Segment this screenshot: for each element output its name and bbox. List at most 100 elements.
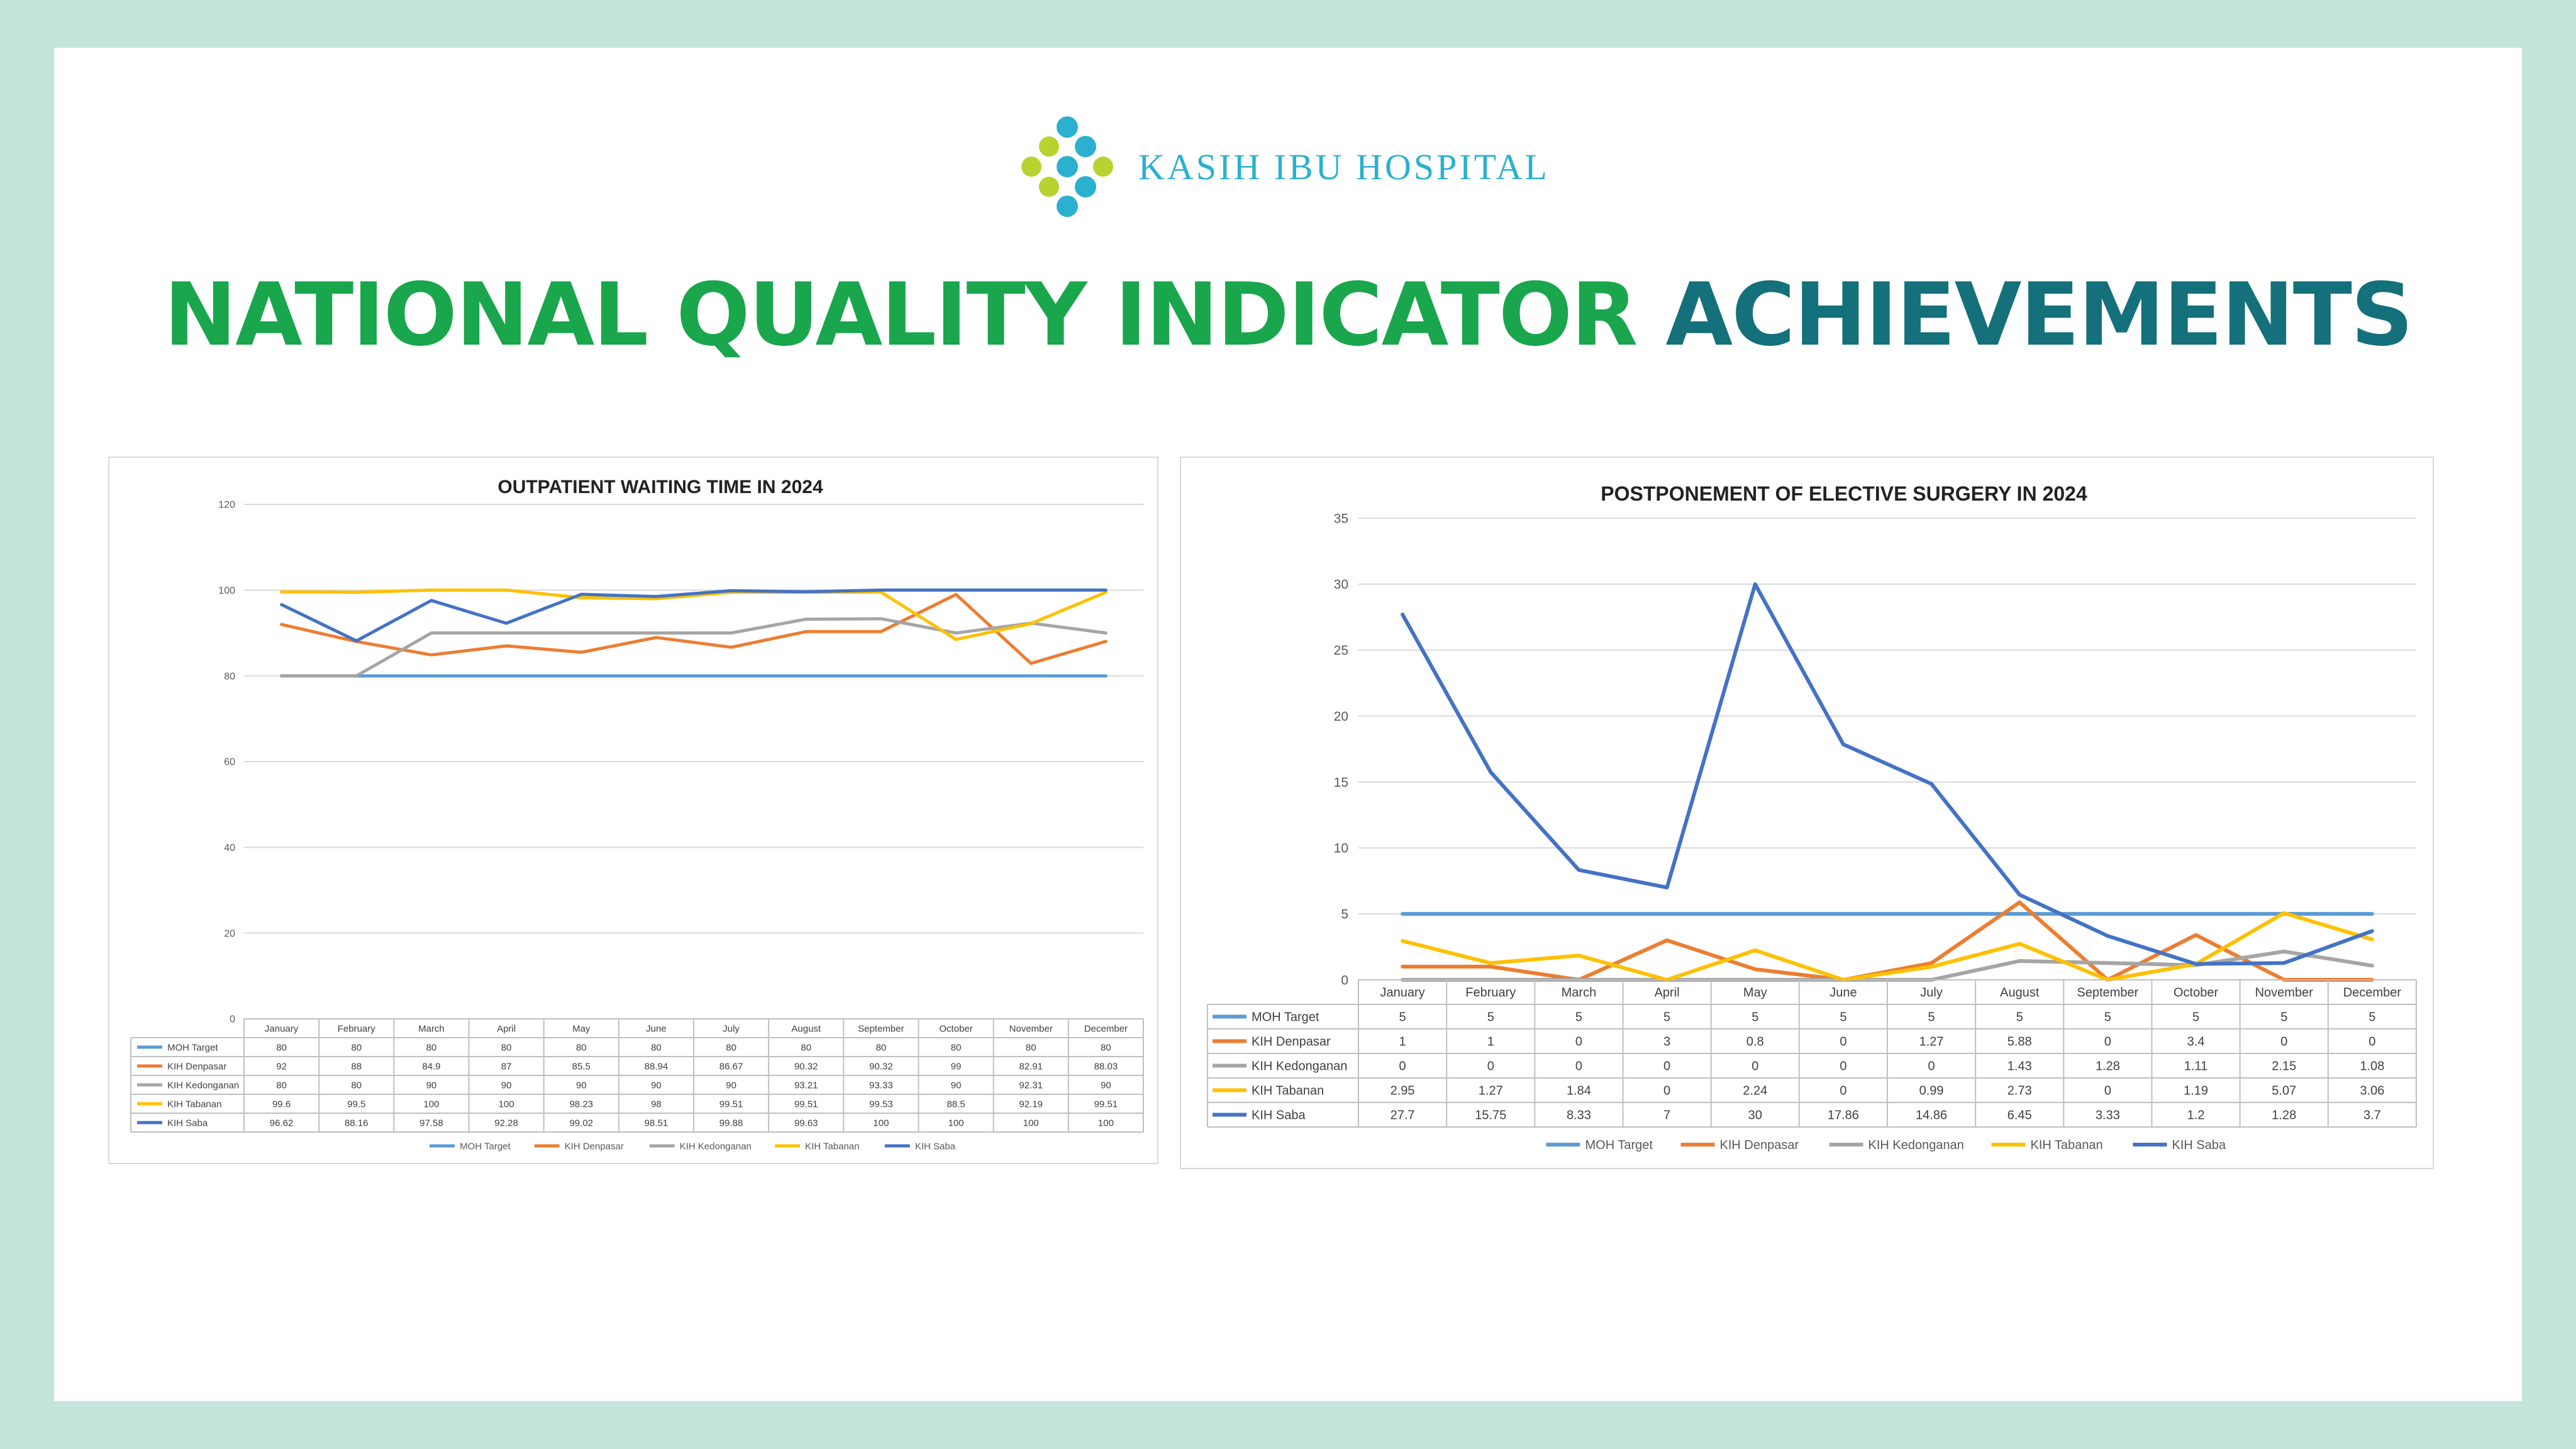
table-cell: 0	[1575, 1035, 1582, 1049]
table-cell: 0	[1840, 1060, 1846, 1074]
x-category-label: April	[1655, 986, 1680, 1000]
y-tick-label: 15	[1334, 775, 1348, 790]
y-tick-label: 30	[1334, 577, 1348, 592]
table-cell: 27.7	[1391, 1109, 1415, 1123]
table-cell: 15.75	[1475, 1109, 1506, 1123]
y-tick-label: 120	[218, 500, 235, 511]
table-series-name: KIH Tabanan	[1252, 1084, 1324, 1098]
x-category-label: February	[1465, 986, 1516, 1000]
table-cell: 93.21	[794, 1080, 818, 1091]
table-cell: 1.27	[1919, 1035, 1944, 1049]
table-cell: 5	[2280, 1011, 2287, 1024]
table-series-name: KIH Tabanan	[167, 1099, 221, 1109]
y-tick-label: 0	[1341, 973, 1348, 987]
table-cell: 0	[1575, 1060, 1582, 1074]
table-cell: 5	[1752, 1011, 1758, 1024]
table-cell: 80	[1101, 1042, 1111, 1053]
table-cell: 1.28	[2272, 1109, 2296, 1123]
y-tick-label: 60	[224, 757, 235, 768]
table-series-name: MOH Target	[1252, 1011, 1319, 1024]
series-line-kih-denpasar	[280, 592, 1108, 665]
table-cell: 88.03	[1094, 1061, 1118, 1072]
table-series-name: KIH Kedonganan	[1252, 1060, 1347, 1074]
table-cell: 87	[501, 1061, 512, 1072]
table-cell: 92.28	[494, 1118, 518, 1128]
table-cell: 99.51	[794, 1099, 818, 1109]
table-series-name: KIH Denpasar	[167, 1061, 226, 1072]
table-cell: 97.58	[419, 1118, 443, 1128]
table-cell: 90	[426, 1080, 437, 1091]
legend-label-kih-denpasar: KIH Denpasar	[565, 1141, 624, 1152]
x-category-label: September	[858, 1023, 904, 1034]
table-cell: 2.73	[2007, 1084, 2032, 1098]
table-cell: 5.07	[2272, 1084, 2296, 1098]
table-cell: 0	[1663, 1084, 1670, 1098]
table-cell: 99.53	[869, 1099, 893, 1109]
table-cell: 1	[1487, 1035, 1494, 1049]
y-tick-label: 40	[224, 843, 235, 853]
table-cell: 99.88	[719, 1118, 743, 1128]
x-category-label: March	[1562, 986, 1597, 1000]
table-cell: 0	[1399, 1060, 1406, 1074]
x-category-label: January	[1380, 986, 1425, 1000]
table-cell: 80	[351, 1042, 362, 1053]
table-cell: 1.2	[2187, 1109, 2205, 1123]
y-tick-label: 35	[1334, 511, 1348, 526]
table-series-name: KIH Kedonganan	[167, 1080, 239, 1091]
table-cell: 0	[2104, 1084, 2111, 1098]
table-cell: 99.63	[794, 1118, 818, 1128]
series-line-kih-tabanan	[280, 588, 1108, 641]
x-category-label: March	[418, 1023, 445, 1034]
series-line-kih-tabanan	[1401, 911, 2374, 982]
legend-label-kih-saba: KIH Saba	[2172, 1138, 2226, 1152]
table-cell: 3.7	[2363, 1109, 2381, 1123]
table-cell: 80	[726, 1042, 736, 1053]
x-category-label: November	[1009, 1023, 1053, 1034]
table-cell: 99.5	[347, 1099, 365, 1109]
table-cell: 96.62	[270, 1118, 294, 1128]
table-cell: 0.8	[1746, 1035, 1764, 1049]
table-cell: 100	[948, 1118, 964, 1128]
brand-name: KASIH IBU HOSPITAL	[1138, 147, 1550, 187]
series-line-kih-kedonganan	[280, 617, 1108, 678]
x-category-label: July	[723, 1023, 740, 1034]
table-cell: 1.28	[2096, 1060, 2120, 1074]
table-cell: 1.11	[2184, 1060, 2207, 1074]
table-cell: 30	[1748, 1109, 1762, 1123]
table-cell: 98.23	[569, 1099, 593, 1109]
table-cell: 92.19	[1019, 1099, 1043, 1109]
table-cell: 88	[351, 1061, 362, 1072]
table-cell: 1.84	[1567, 1084, 1591, 1098]
table-cell: 80	[276, 1042, 287, 1053]
table-cell: 93.33	[869, 1080, 893, 1091]
legend-label-kih-kedonganan: KIH Kedonganan	[680, 1141, 752, 1152]
molecule-logo-icon	[1021, 116, 1113, 217]
table-cell: 80	[276, 1080, 287, 1091]
table-cell: 99.51	[1094, 1099, 1118, 1109]
table-cell: 90.32	[794, 1061, 818, 1072]
table-cell: 80	[1026, 1042, 1036, 1053]
x-category-label: April	[497, 1023, 516, 1034]
table-series-name: KIH Saba	[1252, 1109, 1306, 1123]
table-cell: 1	[1399, 1035, 1406, 1049]
x-category-label: July	[1920, 986, 1943, 1000]
table-cell: 5	[2368, 1011, 2375, 1024]
chart-postponement-elective-surgery: POSTPONEMENT OF ELECTIVE SURGERY IN 2024…	[1207, 482, 2417, 1152]
page-title-part-2: ACHIEVEMENTS	[1665, 264, 2413, 365]
chart-outpatient-waiting-time: OUTPATIENT WAITING TIME IN 2024 0 20 40 60 80…	[130, 477, 1144, 1152]
page-title: NATIONAL QUALITY INDICATOR ACHIEVEMENTS	[0, 264, 2576, 365]
y-tick-label: 20	[224, 928, 235, 939]
table-cell: 1.27	[1479, 1084, 1503, 1098]
table-cell: 90	[576, 1080, 587, 1091]
table-cell: 98.51	[645, 1118, 669, 1128]
y-tick-label: 80	[224, 671, 235, 682]
table-cell: 88.94	[645, 1061, 669, 1072]
y-tick-label: 100	[218, 586, 235, 596]
table-cell: 90	[726, 1080, 736, 1091]
series-line-kih-saba	[1401, 582, 2374, 966]
table-cell: 3.4	[2187, 1035, 2205, 1049]
table-cell: 3.33	[2096, 1109, 2120, 1123]
table-cell: 100	[1023, 1118, 1039, 1128]
table-cell: 5	[1663, 1011, 1670, 1024]
chart-title: OUTPATIENT WAITING TIME IN 2024	[497, 477, 823, 497]
